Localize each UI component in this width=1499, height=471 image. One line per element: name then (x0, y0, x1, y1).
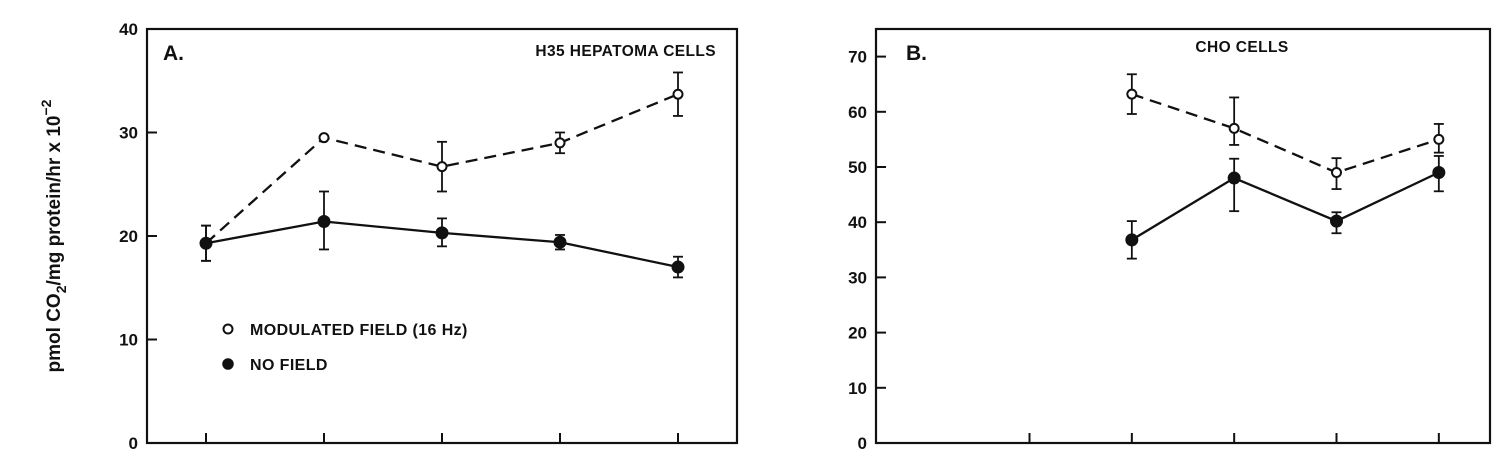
panel-b-no-field-point-3 (1330, 214, 1343, 228)
panel-a-no-field-point-1 (199, 236, 213, 250)
panel-a-no-field-point-2 (317, 215, 331, 229)
panel-a-no-field-point-5 (671, 260, 685, 274)
panel-a-y-tick-label-40: 40 (119, 20, 138, 39)
panel-b-y-tick-label-40: 40 (848, 213, 867, 232)
legend-no-field-label: NO FIELD (250, 357, 328, 374)
panel-a-y-tick-label-30: 30 (119, 124, 138, 143)
panel-b-modulated-field-point-2 (1228, 122, 1240, 134)
y-axis-label-superscript: −2 (38, 99, 54, 115)
panel-a-modulated-field-point-5 (672, 88, 684, 100)
panel-b-y-tick-label-30: 30 (848, 268, 867, 287)
panel-a-modulated-field-point-3 (436, 161, 448, 173)
legend-filled-circle-marker (222, 358, 234, 370)
panel-a-x-ticks (205, 433, 679, 443)
panel-a-modulated-field-point-2 (318, 132, 330, 144)
panel-b-y-tick-label-50: 50 (848, 158, 867, 177)
panel-a-y-tick-label-10: 10 (119, 331, 138, 350)
panel-b-modulated-field-line (1131, 93, 1440, 174)
panel-b-y-tick-label-60: 60 (848, 103, 867, 122)
panel-b-modulated-field-point-1 (1126, 88, 1138, 100)
panel-b-label: B. (906, 42, 927, 65)
panel-b-y-tick-label-0: 0 (858, 434, 867, 453)
panel-b: B. CHO CELLS 0 10 20 30 40 50 60 70 (848, 27, 1492, 453)
y-axis-label: pmol CO2/mg protein/hr x 10−2 (38, 99, 69, 372)
panel-a-y-tick-label-0: 0 (129, 434, 138, 453)
panel-b-no-field-line (1131, 171, 1440, 241)
panel-b-no-field-point-4 (1432, 166, 1446, 180)
panel-a-no-field-point-4 (553, 235, 567, 249)
panel-a-modulated-field-point-4 (554, 137, 566, 149)
panel-b-y-tick-label-10: 10 (848, 379, 867, 398)
panel-b-no-field-point-1 (1125, 233, 1139, 247)
y-axis-label-part2: /mg protein/hr x 10 (44, 116, 65, 286)
panel-b-no-field-error-bar-2 (1229, 157, 1240, 213)
legend: MODULATED FIELD (16 Hz) NO FIELD (222, 322, 468, 374)
legend-modulated-field-label: MODULATED FIELD (16 Hz) (250, 322, 468, 339)
panel-b-modulated-field-error-bar-2 (1229, 96, 1240, 146)
panel-a-series (199, 71, 685, 279)
panel-a-label: A. (163, 42, 184, 65)
panel-b-y-ticks: 0 10 20 30 40 50 60 70 (848, 48, 886, 453)
panel-b-no-field-point-2 (1227, 171, 1241, 185)
panel-b-x-ticks (1028, 433, 1440, 443)
panel-a-y-ticks: 0 10 20 30 40 (119, 20, 157, 453)
panel-a-no-field-point-3 (435, 226, 449, 240)
y-axis-label-part1: pmol CO (44, 293, 65, 372)
panel-a: A. H35 HEPATOMA CELLS 0 10 20 30 40 MODULATE… (119, 20, 739, 453)
panel-b-series (1125, 73, 1446, 260)
panel-b-y-tick-label-20: 20 (848, 324, 867, 343)
panel-a-y-tick-label-20: 20 (119, 227, 138, 246)
panel-b-modulated-field-point-3 (1331, 167, 1342, 179)
panel-a-title: H35 HEPATOMA CELLS (535, 43, 716, 60)
panel-b-y-tick-label-70: 70 (848, 48, 867, 67)
panel-b-frame (874, 27, 1492, 445)
y-axis-label-subscript: 2 (53, 285, 69, 293)
panel-b-modulated-field-point-4 (1433, 133, 1445, 145)
panel-a-modulated-field-line (205, 93, 679, 245)
legend-open-circle-marker (222, 323, 234, 335)
panel-b-title: CHO CELLS (1195, 39, 1288, 56)
